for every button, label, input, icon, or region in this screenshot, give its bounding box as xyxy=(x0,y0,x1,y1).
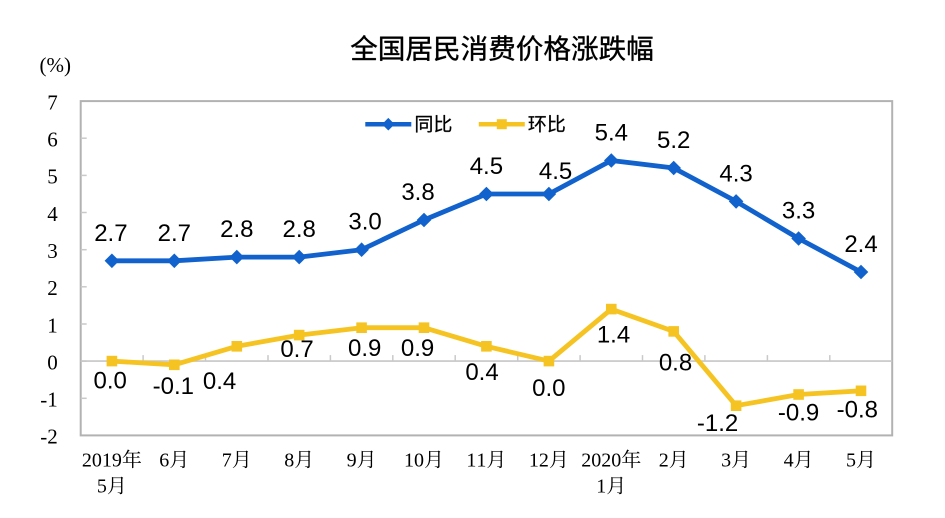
svg-text:-0.9: -0.9 xyxy=(778,399,819,426)
svg-text:-2: -2 xyxy=(40,425,58,449)
svg-text:0.8: 0.8 xyxy=(659,349,692,376)
svg-text:2.8: 2.8 xyxy=(283,216,316,243)
svg-text:0: 0 xyxy=(47,350,58,374)
svg-text:4.5: 4.5 xyxy=(470,153,503,180)
svg-text:0.4: 0.4 xyxy=(203,368,236,395)
svg-text:0.0: 0.0 xyxy=(532,375,565,402)
svg-text:2.8: 2.8 xyxy=(220,216,253,243)
svg-text:6: 6 xyxy=(159,450,169,472)
svg-text:2.7: 2.7 xyxy=(94,220,127,247)
svg-text:2: 2 xyxy=(601,450,611,472)
svg-text:4: 4 xyxy=(784,450,794,472)
svg-text:2: 2 xyxy=(47,276,58,300)
svg-text:5.2: 5.2 xyxy=(657,127,690,154)
svg-text:7: 7 xyxy=(47,90,58,114)
svg-text:2.7: 2.7 xyxy=(158,220,191,247)
svg-text:0.9: 0.9 xyxy=(348,335,381,362)
svg-text:-1: -1 xyxy=(40,388,58,412)
svg-text:-0.1: -0.1 xyxy=(153,373,194,400)
svg-text:4: 4 xyxy=(47,202,58,226)
svg-text:-0.8: -0.8 xyxy=(837,397,878,424)
svg-text:3.3: 3.3 xyxy=(782,198,815,225)
svg-text:0.9: 0.9 xyxy=(401,335,434,362)
svg-text:2.4: 2.4 xyxy=(844,231,877,258)
svg-text:0.0: 0.0 xyxy=(94,368,127,395)
svg-text:0: 0 xyxy=(591,450,601,472)
svg-text:0: 0 xyxy=(611,450,621,472)
svg-text:2: 2 xyxy=(539,450,549,472)
svg-text:2: 2 xyxy=(82,450,92,472)
svg-text:3: 3 xyxy=(47,239,58,263)
svg-text:7: 7 xyxy=(222,450,232,472)
svg-text:1: 1 xyxy=(596,476,606,498)
svg-text:0.4: 0.4 xyxy=(465,359,498,386)
svg-text:(%): (%) xyxy=(40,53,71,77)
svg-text:2: 2 xyxy=(659,450,669,472)
svg-text:1: 1 xyxy=(404,450,414,472)
svg-text:9: 9 xyxy=(347,450,357,472)
svg-text:0.7: 0.7 xyxy=(280,336,313,363)
svg-text:9: 9 xyxy=(112,450,122,472)
svg-text:3.8: 3.8 xyxy=(401,179,434,206)
svg-text:0: 0 xyxy=(414,450,424,472)
svg-text:5.4: 5.4 xyxy=(595,120,628,147)
svg-text:4.5: 4.5 xyxy=(539,158,572,185)
svg-text:5: 5 xyxy=(47,165,58,189)
svg-text:1: 1 xyxy=(47,313,58,337)
svg-text:2: 2 xyxy=(581,450,591,472)
svg-text:-1.2: -1.2 xyxy=(697,410,738,437)
svg-text:5: 5 xyxy=(846,450,856,472)
svg-text:1: 1 xyxy=(476,450,486,472)
svg-text:1: 1 xyxy=(102,450,112,472)
svg-text:4.3: 4.3 xyxy=(719,160,752,187)
svg-text:8: 8 xyxy=(284,450,294,472)
svg-text:1.4: 1.4 xyxy=(597,321,630,348)
svg-text:3.0: 3.0 xyxy=(348,209,381,236)
svg-text:3: 3 xyxy=(721,450,731,472)
svg-text:0: 0 xyxy=(92,450,102,472)
svg-text:6: 6 xyxy=(47,128,58,152)
svg-text:1: 1 xyxy=(466,450,476,472)
svg-text:5: 5 xyxy=(97,476,107,498)
svg-text:1: 1 xyxy=(529,450,539,472)
